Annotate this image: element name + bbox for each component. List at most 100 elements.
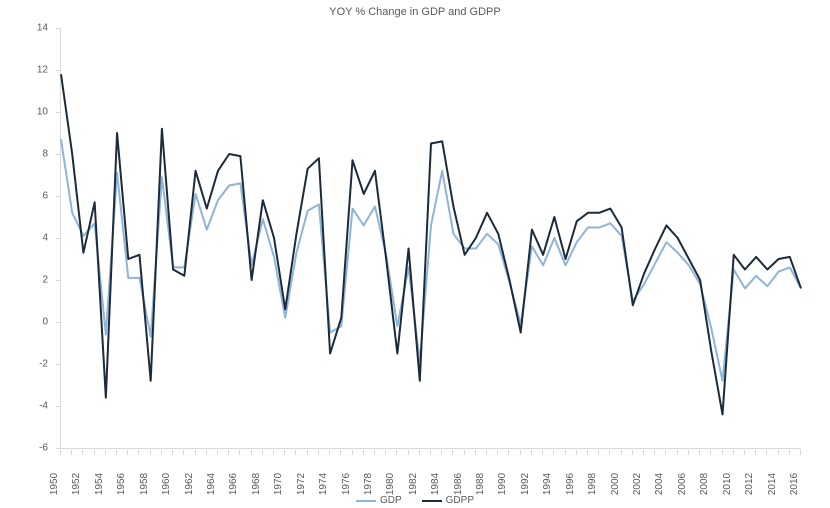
- legend-label: GDPP: [446, 495, 474, 506]
- x-tick-mark: [385, 450, 386, 455]
- x-tick-mark: [217, 450, 218, 455]
- x-tick-mark: [363, 450, 364, 455]
- x-tick-mark: [699, 450, 700, 455]
- x-tick-mark: [172, 450, 173, 455]
- y-tick-mark: [56, 406, 61, 407]
- x-tick-label: 2016: [789, 473, 800, 495]
- x-tick-mark: [138, 450, 139, 455]
- x-tick-mark: [195, 450, 196, 455]
- x-tick-label: 1988: [475, 473, 486, 495]
- legend-item-gdp: GDP: [356, 495, 402, 506]
- y-tick-mark: [56, 70, 61, 71]
- x-tick-label: 1968: [251, 473, 262, 495]
- x-tick-mark: [654, 450, 655, 455]
- y-tick-mark: [56, 112, 61, 113]
- x-tick-mark: [800, 450, 801, 455]
- legend-item-gdpp: GDPP: [422, 495, 474, 506]
- y-tick-label: 0: [42, 317, 48, 328]
- x-tick-label: 1998: [587, 473, 598, 495]
- y-tick-label: 4: [42, 233, 48, 244]
- x-tick-mark: [576, 450, 577, 455]
- y-tick-label: 12: [37, 65, 48, 76]
- x-tick-mark: [665, 450, 666, 455]
- x-tick-label: 1970: [273, 473, 284, 495]
- x-tick-label: 2008: [699, 473, 710, 495]
- x-tick-label: 1966: [228, 473, 239, 495]
- x-tick-mark: [587, 450, 588, 455]
- x-tick-mark: [710, 450, 711, 455]
- x-tick-mark: [127, 450, 128, 455]
- x-tick-mark: [464, 450, 465, 455]
- x-tick-label: 1996: [565, 473, 576, 495]
- x-tick-mark: [60, 450, 61, 455]
- x-tick-label: 2014: [767, 473, 778, 495]
- x-tick-mark: [82, 450, 83, 455]
- x-tick-mark: [419, 450, 420, 455]
- x-tick-mark: [295, 450, 296, 455]
- x-tick-mark: [239, 450, 240, 455]
- x-tick-mark: [340, 450, 341, 455]
- chart-title: YOY % Change in GDP and GDPP: [0, 6, 830, 18]
- legend-label: GDP: [380, 495, 402, 506]
- x-tick-mark: [307, 450, 308, 455]
- x-tick-mark: [520, 450, 521, 455]
- x-tick-label: 1994: [542, 473, 553, 495]
- x-tick-mark: [475, 450, 476, 455]
- plot-area: [60, 28, 801, 449]
- x-tick-mark: [150, 450, 151, 455]
- x-tick-mark: [329, 450, 330, 455]
- legend-swatch: [422, 500, 442, 502]
- x-tick-mark: [632, 450, 633, 455]
- x-tick-mark: [396, 450, 397, 455]
- series-gdpp: [61, 74, 801, 414]
- x-tick-mark: [273, 450, 274, 455]
- x-tick-label: 2012: [744, 473, 755, 495]
- x-tick-label: 1980: [385, 473, 396, 495]
- x-tick-label: 2010: [722, 473, 733, 495]
- x-tick-mark: [430, 450, 431, 455]
- x-tick-mark: [778, 450, 779, 455]
- x-tick-mark: [452, 450, 453, 455]
- y-tick-label: 10: [37, 107, 48, 118]
- x-tick-mark: [228, 450, 229, 455]
- x-tick-label: 1982: [408, 473, 419, 495]
- x-tick-label: 1954: [94, 473, 105, 495]
- x-tick-label: 1950: [49, 473, 60, 495]
- x-tick-mark: [116, 450, 117, 455]
- x-tick-mark: [105, 450, 106, 455]
- x-tick-mark: [598, 450, 599, 455]
- x-tick-label: 1964: [206, 473, 217, 495]
- y-tick-label: 14: [37, 23, 48, 34]
- x-tick-label: 1956: [116, 473, 127, 495]
- legend-swatch: [356, 500, 376, 502]
- y-tick-mark: [56, 154, 61, 155]
- x-tick-mark: [441, 450, 442, 455]
- x-tick-mark: [183, 450, 184, 455]
- x-tick-mark: [531, 450, 532, 455]
- y-tick-label: 8: [42, 149, 48, 160]
- x-tick-mark: [352, 450, 353, 455]
- y-tick-label: -6: [39, 443, 48, 454]
- x-tick-label: 1976: [341, 473, 352, 495]
- x-tick-mark: [766, 450, 767, 455]
- x-tick-label: 1972: [296, 473, 307, 495]
- y-tick-mark: [56, 364, 61, 365]
- legend: GDP GDPP: [0, 495, 830, 506]
- x-tick-mark: [733, 450, 734, 455]
- y-tick-mark: [56, 280, 61, 281]
- x-tick-label: 2002: [632, 473, 643, 495]
- x-tick-label: 2000: [610, 473, 621, 495]
- x-tick-mark: [755, 450, 756, 455]
- x-tick-mark: [789, 450, 790, 455]
- x-tick-mark: [318, 450, 319, 455]
- y-tick-label: -2: [39, 359, 48, 370]
- x-tick-mark: [486, 450, 487, 455]
- y-tick-label: 2: [42, 275, 48, 286]
- x-tick-mark: [643, 450, 644, 455]
- x-tick-mark: [565, 450, 566, 455]
- x-tick-mark: [508, 450, 509, 455]
- x-tick-label: 1962: [184, 473, 195, 495]
- x-tick-mark: [609, 450, 610, 455]
- x-tick-label: 2006: [677, 473, 688, 495]
- y-axis: -6-4-202468101214: [0, 28, 54, 448]
